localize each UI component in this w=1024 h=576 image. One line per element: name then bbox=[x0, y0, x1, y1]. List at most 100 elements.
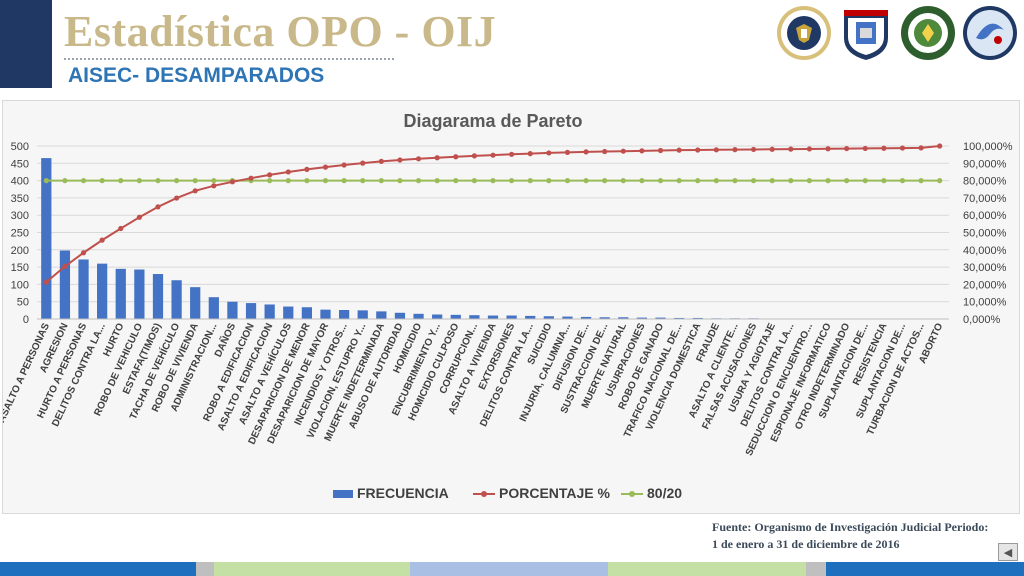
bar-frecuencia bbox=[283, 306, 294, 319]
aisec-logo bbox=[962, 4, 1018, 62]
police-emblem bbox=[900, 4, 956, 62]
bar-frecuencia bbox=[97, 263, 108, 319]
point-80-20 bbox=[546, 178, 552, 184]
us-embassy-seal bbox=[776, 4, 832, 62]
point-80-20 bbox=[527, 178, 533, 184]
point-80-20 bbox=[360, 178, 366, 184]
bar-frecuencia bbox=[413, 313, 424, 319]
fuerza-publica-logo bbox=[838, 4, 894, 62]
point-porcentaje bbox=[769, 146, 775, 152]
bar-frecuencia bbox=[245, 303, 257, 319]
point-80-20 bbox=[695, 178, 701, 184]
point-80-20 bbox=[490, 178, 496, 184]
bar-frecuencia bbox=[301, 307, 312, 319]
y2-tick-label: 100,000% bbox=[963, 141, 1013, 153]
source-line-2: 1 de enero a 31 de diciembre de 2016 bbox=[712, 537, 900, 551]
point-80-20 bbox=[304, 178, 310, 184]
y2-tick-label: 20,000% bbox=[963, 279, 1007, 291]
point-80-20 bbox=[453, 178, 459, 184]
point-80-20 bbox=[881, 178, 887, 184]
point-80-20 bbox=[285, 178, 291, 184]
point-porcentaje bbox=[155, 204, 161, 210]
y2-tick-label: 10,000% bbox=[963, 297, 1007, 309]
point-porcentaje bbox=[192, 188, 198, 194]
y2-tick-label: 60,000% bbox=[963, 210, 1007, 222]
point-80-20 bbox=[583, 178, 589, 184]
point-porcentaje bbox=[453, 154, 459, 160]
bar-frecuencia bbox=[525, 315, 536, 319]
y-tick-label: 150 bbox=[11, 262, 29, 274]
point-80-20 bbox=[211, 178, 217, 184]
point-porcentaje bbox=[360, 160, 366, 166]
point-porcentaje bbox=[415, 156, 422, 162]
point-porcentaje bbox=[806, 146, 813, 152]
bar-frecuencia bbox=[115, 268, 126, 319]
y-tick-label: 300 bbox=[11, 210, 29, 222]
point-80-20 bbox=[43, 178, 49, 184]
bar-frecuencia bbox=[394, 312, 406, 319]
y2-tick-label: 0,000% bbox=[963, 314, 1001, 326]
point-80-20 bbox=[825, 178, 831, 184]
point-80-20 bbox=[415, 178, 422, 184]
point-porcentaje bbox=[471, 153, 477, 159]
point-porcentaje bbox=[564, 149, 571, 156]
bar-frecuencia bbox=[580, 316, 592, 319]
point-80-20 bbox=[657, 178, 664, 184]
y-tick-label: 100 bbox=[11, 279, 29, 291]
pareto-chart-svg: Diagarama de Pareto 0 50 100 150 200 250 300 350… bbox=[3, 111, 1013, 501]
point-80-20 bbox=[564, 178, 571, 184]
logo-group bbox=[776, 4, 1018, 62]
bar-frecuencia bbox=[506, 315, 517, 319]
source-line-1: Fuente: Organismo de Investigación Judic… bbox=[712, 520, 989, 534]
point-porcentaje bbox=[844, 145, 850, 152]
point-porcentaje bbox=[43, 279, 49, 285]
bar-frecuencia bbox=[674, 317, 685, 319]
point-80-20 bbox=[80, 178, 87, 184]
point-80-20 bbox=[788, 178, 794, 184]
bar-frecuencia bbox=[264, 304, 275, 319]
bar-frecuencia bbox=[171, 280, 182, 319]
bar-frecuencia bbox=[655, 317, 666, 319]
bar-frecuencia bbox=[152, 274, 164, 319]
bar-frecuencia bbox=[618, 317, 629, 319]
point-porcentaje bbox=[937, 143, 943, 149]
y-tick-label: 50 bbox=[17, 297, 29, 309]
legend-marker-porcentaje bbox=[481, 491, 487, 497]
footer-color-strip bbox=[0, 562, 1024, 576]
bar-frecuencia bbox=[543, 316, 554, 319]
y2-tick-label: 50,000% bbox=[963, 228, 1007, 240]
point-80-20 bbox=[602, 178, 608, 184]
point-80-20 bbox=[471, 178, 477, 184]
point-80-20 bbox=[322, 178, 329, 184]
bar-frecuencia bbox=[469, 315, 480, 319]
point-80-20 bbox=[918, 178, 924, 184]
point-80-20 bbox=[713, 178, 719, 184]
bar-frecuencia bbox=[190, 287, 201, 319]
y2-tick-label: 90,000% bbox=[963, 158, 1007, 170]
line-porcentaje bbox=[45, 145, 940, 283]
legend-label-80-20: 80/20 bbox=[647, 485, 682, 501]
point-80-20 bbox=[173, 178, 180, 184]
bar-frecuencia bbox=[562, 316, 573, 319]
point-80-20 bbox=[639, 178, 645, 184]
y-tick-label: 450 bbox=[11, 158, 29, 170]
point-porcentaje bbox=[62, 263, 68, 270]
arrow-left-icon: ◀ bbox=[1003, 546, 1013, 559]
point-80-20 bbox=[620, 178, 626, 184]
point-porcentaje bbox=[99, 237, 105, 243]
point-porcentaje bbox=[211, 183, 217, 189]
bar-frecuencia bbox=[78, 259, 89, 319]
point-80-20 bbox=[899, 178, 906, 184]
point-porcentaje bbox=[322, 164, 329, 170]
previous-slide-button[interactable]: ◀ bbox=[998, 543, 1018, 561]
point-porcentaje bbox=[732, 147, 738, 153]
bar-frecuencia bbox=[320, 309, 331, 319]
title-divider bbox=[64, 58, 394, 60]
point-80-20 bbox=[862, 178, 868, 184]
point-80-20 bbox=[155, 178, 161, 184]
point-porcentaje bbox=[546, 150, 552, 156]
header-accent-bar bbox=[0, 0, 52, 88]
source-note: Fuente: Organismo de Investigación Judic… bbox=[712, 519, 1012, 553]
point-porcentaje bbox=[397, 157, 403, 163]
point-80-20 bbox=[844, 178, 850, 184]
